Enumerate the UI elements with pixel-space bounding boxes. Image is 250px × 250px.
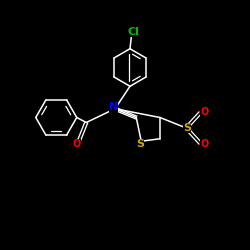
Text: N: N (109, 102, 118, 113)
Text: O: O (200, 139, 209, 149)
Text: O: O (72, 139, 81, 149)
Text: S: S (136, 139, 144, 149)
Text: S: S (183, 123, 191, 133)
Text: Cl: Cl (127, 27, 139, 37)
Text: O: O (200, 107, 209, 117)
